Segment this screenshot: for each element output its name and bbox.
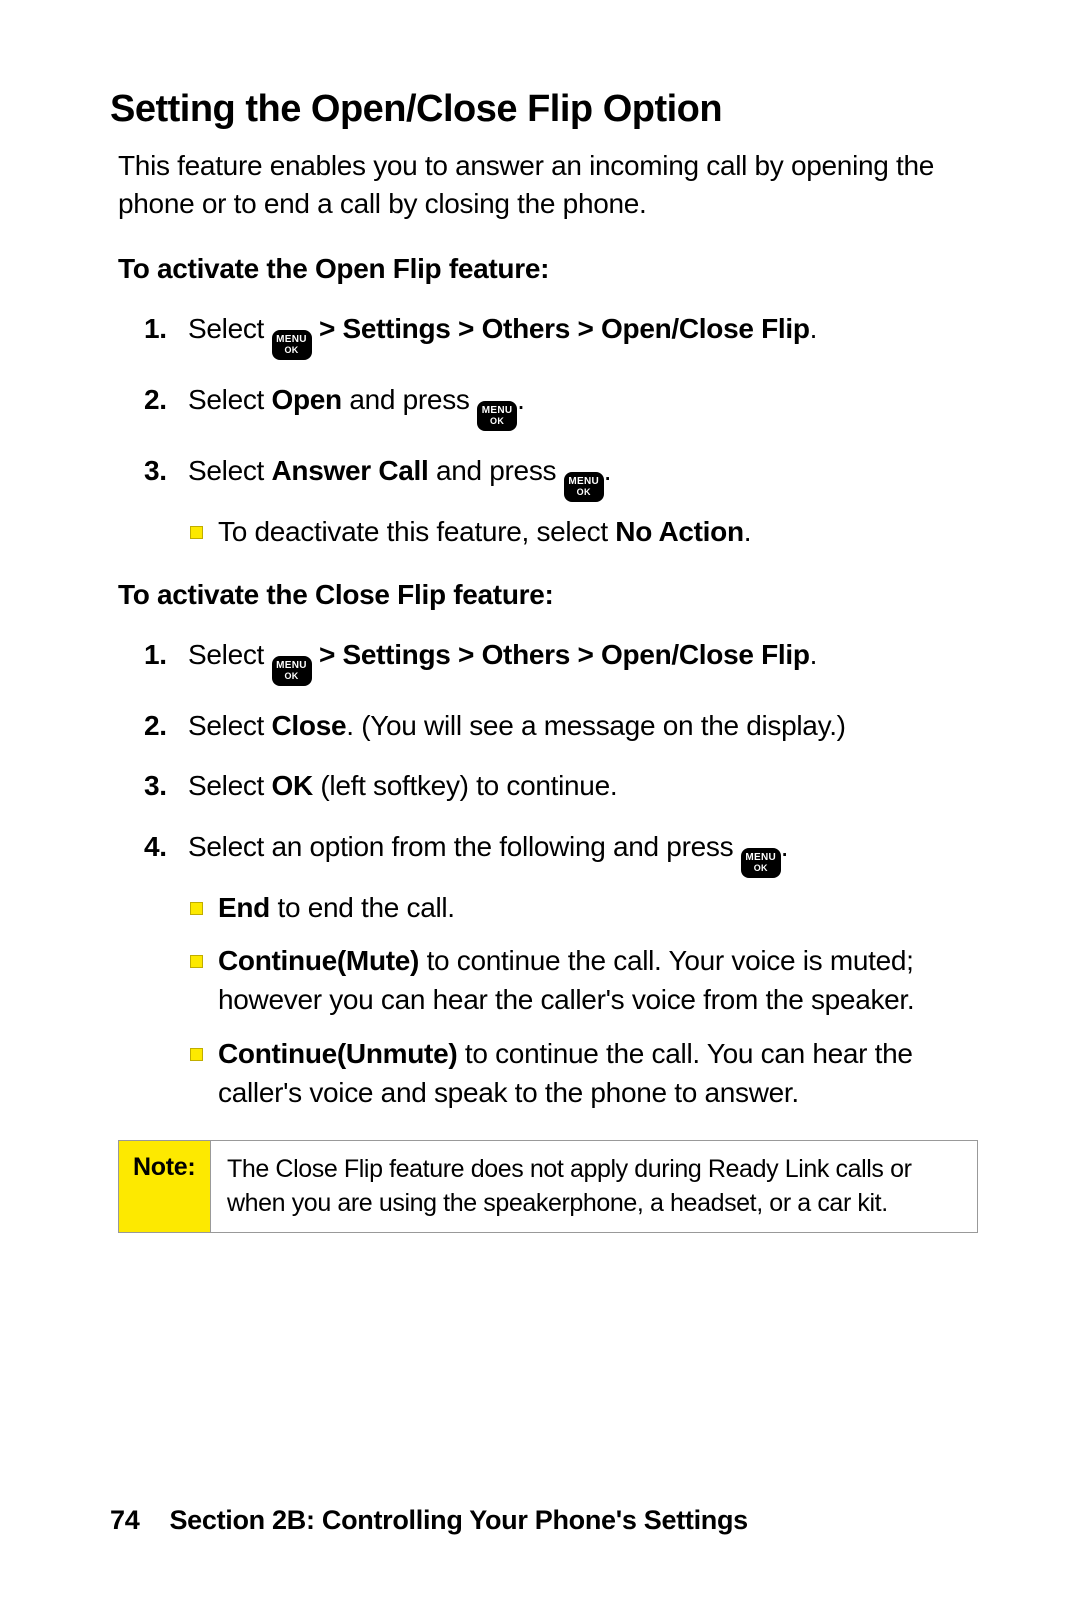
close-step-3: 3. Select OK (left softkey) to continue. (110, 766, 980, 807)
close-step-4-sublist: End to end the call. Continue(Mute) to c… (188, 888, 980, 1112)
close-flip-heading: To activate the Close Flip feature: (118, 579, 980, 611)
sub-item: To deactivate this feature, select No Ac… (188, 512, 980, 551)
close-steps-list: 1. Select MENUOK > Settings > Others > O… (110, 635, 980, 1112)
step-number: 1. (144, 309, 167, 350)
page-number: 74 (110, 1505, 139, 1535)
step-number: 4. (144, 827, 167, 868)
open-step-1: 1. Select MENUOK > Settings > Others > O… (110, 309, 980, 360)
step-number: 3. (144, 766, 167, 807)
menu-ok-icon: MENUOK (272, 330, 312, 360)
note-label: Note: (119, 1141, 211, 1233)
close-step-4: 4. Select an option from the following a… (110, 827, 980, 1112)
page-title: Setting the Open/Close Flip Option (110, 88, 980, 131)
page-footer: 74 Section 2B: Controlling Your Phone's S… (110, 1505, 748, 1536)
step-number: 3. (144, 451, 167, 492)
close-step-1: 1. Select MENUOK > Settings > Others > O… (110, 635, 980, 686)
open-step-2: 2. Select Open and press MENUOK. (110, 380, 980, 431)
step-number: 1. (144, 635, 167, 676)
note-text: The Close Flip feature does not apply du… (211, 1141, 977, 1233)
open-step-3: 3. Select Answer Call and press MENUOK. … (110, 451, 980, 551)
menu-ok-icon: MENUOK (564, 472, 604, 502)
open-flip-heading: To activate the Open Flip feature: (118, 253, 980, 285)
sub-item-continue-unmute: Continue(Unmute) to continue the call. Y… (188, 1034, 980, 1112)
section-title: Section 2B: Controlling Your Phone's Set… (169, 1505, 747, 1535)
sub-item-end: End to end the call. (188, 888, 980, 927)
intro-paragraph: This feature enables you to answer an in… (118, 147, 980, 223)
document-page: Setting the Open/Close Flip Option This … (0, 0, 1080, 1620)
close-step-2: 2. Select Close. (You will see a message… (110, 706, 980, 747)
step-number: 2. (144, 380, 167, 421)
open-steps-list: 1. Select MENUOK > Settings > Others > O… (110, 309, 980, 551)
sub-item-continue-mute: Continue(Mute) to continue the call. You… (188, 941, 980, 1019)
menu-ok-icon: MENUOK (272, 656, 312, 686)
nav-path: > Settings > Others > Open/Close Flip (312, 639, 810, 670)
nav-path: > Settings > Others > Open/Close Flip (312, 313, 810, 344)
note-box: Note: The Close Flip feature does not ap… (118, 1140, 978, 1234)
step-number: 2. (144, 706, 167, 747)
step-text: Select (188, 313, 272, 344)
menu-ok-icon: MENUOK (477, 401, 517, 431)
open-step-3-sublist: To deactivate this feature, select No Ac… (188, 512, 980, 551)
menu-ok-icon: MENUOK (741, 848, 781, 878)
